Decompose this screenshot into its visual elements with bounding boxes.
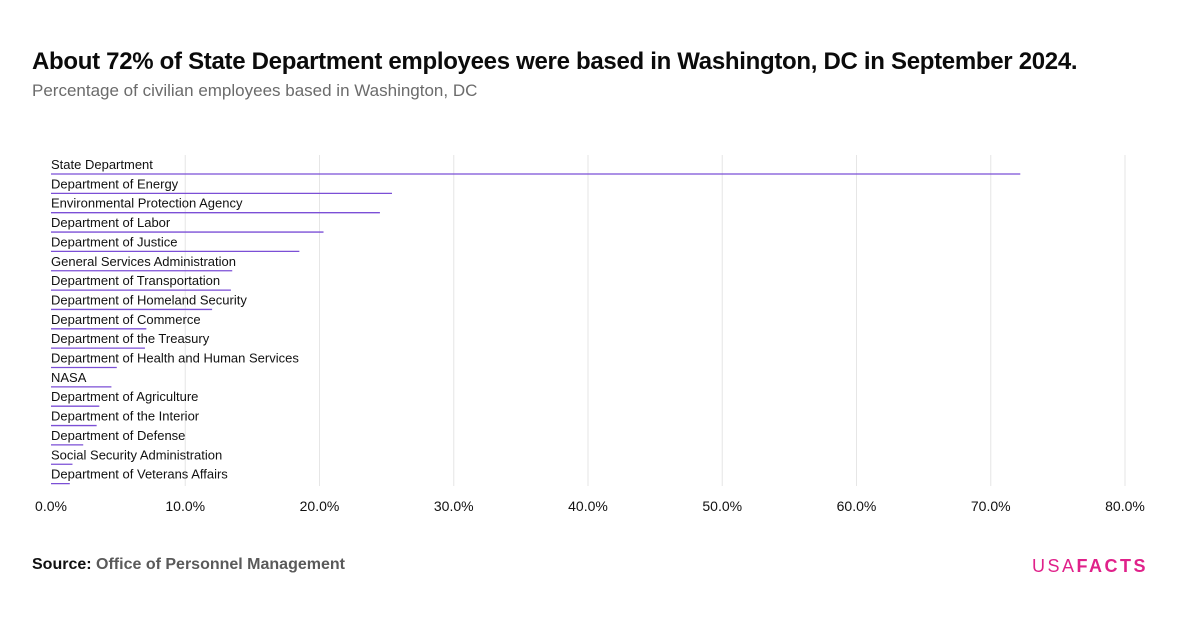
x-tick-label: 70.0%	[971, 498, 1011, 514]
category-label: Department of Justice	[51, 234, 177, 249]
category-label: NASA	[51, 370, 87, 385]
category-label: Department of Transportation	[51, 273, 220, 288]
x-tick-label: 10.0%	[165, 498, 205, 514]
x-tick-label: 30.0%	[434, 498, 474, 514]
x-tick-label: 40.0%	[568, 498, 608, 514]
chart-subtitle: Percentage of civilian employees based i…	[32, 81, 478, 100]
category-label: Department of Energy	[51, 176, 179, 191]
x-tick-label: 60.0%	[837, 498, 877, 514]
chart-title: About 72% of State Department employees …	[32, 48, 1078, 75]
logo-text-facts: FACTS	[1076, 556, 1148, 576]
logo-text-usa: USA	[1031, 556, 1077, 576]
source-note: Source: Office of Personnel Management	[32, 556, 345, 574]
category-label: Department of Veterans Affairs	[51, 467, 228, 482]
category-label: General Services Administration	[51, 254, 236, 269]
x-tick-label: 80.0%	[1105, 498, 1145, 514]
source-prefix: Source:	[32, 556, 92, 573]
x-tick-label: 0.0%	[35, 498, 67, 514]
category-label: Department of the Treasury	[51, 331, 210, 346]
x-tick-label: 20.0%	[300, 498, 340, 514]
usafacts-logo: USAFACTS	[1032, 556, 1148, 577]
category-label: Department of Homeland Security	[51, 292, 247, 307]
category-label: Department of the Interior	[51, 409, 200, 424]
category-label: Environmental Protection Agency	[51, 196, 243, 211]
category-label: Department of Commerce	[51, 312, 201, 327]
category-label: Department of Defense	[51, 428, 185, 443]
source-name: Office of Personnel Management	[96, 556, 345, 573]
category-label: Department of Labor	[51, 215, 171, 230]
category-label: State Department	[51, 157, 153, 172]
x-tick-label: 50.0%	[702, 498, 742, 514]
category-label: Social Security Administration	[51, 447, 222, 462]
category-label: Department of Agriculture	[51, 389, 198, 404]
category-label: Department of Health and Human Services	[51, 351, 299, 366]
